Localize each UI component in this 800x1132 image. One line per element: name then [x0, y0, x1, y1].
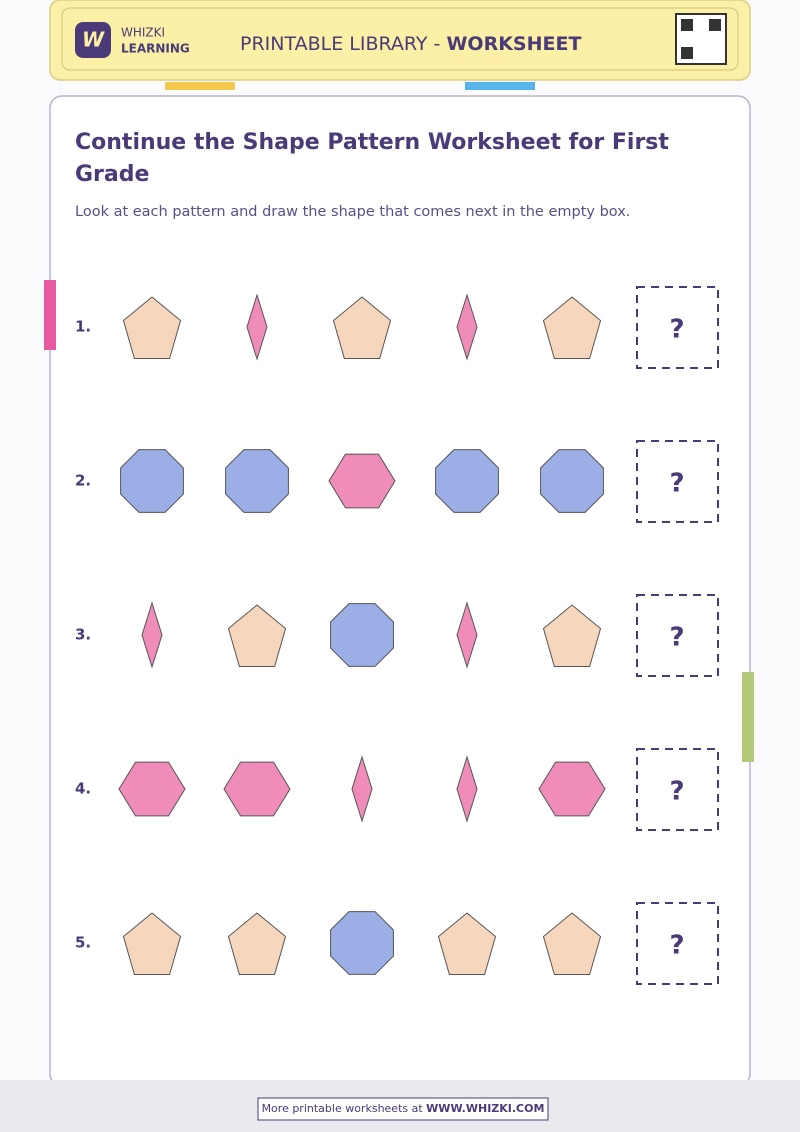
- diamond: [456, 755, 478, 823]
- footer: More printable worksheets at WWW.WHIZKI.…: [262, 1102, 545, 1115]
- octagon: [435, 449, 499, 513]
- brand-line2: LEARNING: [121, 42, 190, 56]
- answer-box[interactable]: [636, 594, 719, 677]
- title: Continue the Shape Pattern Worksheet for…: [75, 130, 669, 187]
- footer-link[interactable]: WWW.WHIZKI.COM: [426, 1102, 544, 1115]
- diamond: [456, 293, 478, 361]
- answer-mark: ?: [669, 623, 684, 653]
- answer-box[interactable]: [636, 902, 719, 985]
- row-number: 1.: [75, 318, 91, 336]
- logo-mark: W: [82, 28, 105, 52]
- answer-box[interactable]: [636, 286, 719, 369]
- pentagon: [227, 912, 287, 976]
- octagon: [540, 449, 604, 513]
- title-line: Grade: [75, 162, 149, 187]
- answer-mark: ?: [669, 931, 684, 961]
- hexagon: [118, 761, 186, 817]
- answer-box[interactable]: [636, 440, 719, 523]
- diamond: [351, 755, 373, 823]
- brand-line1: WHIZKI: [121, 26, 165, 40]
- row-number: 5.: [75, 934, 91, 952]
- pentagon: [332, 296, 392, 360]
- header-band: [49, 0, 751, 81]
- row-number: 3.: [75, 626, 91, 644]
- octagon: [120, 449, 184, 513]
- answer-mark: ?: [669, 315, 684, 345]
- logo: [75, 22, 111, 58]
- answer-box[interactable]: [636, 748, 719, 831]
- pentagon: [437, 912, 497, 976]
- title-line: Continue the Shape Pattern Worksheet for…: [75, 130, 669, 155]
- footer-box: [257, 1097, 549, 1121]
- pentagon: [542, 604, 602, 668]
- pentagon: [227, 604, 287, 668]
- octagon: [330, 911, 394, 975]
- pentagon: [542, 296, 602, 360]
- stripes: [165, 82, 535, 90]
- pentagon: [542, 912, 602, 976]
- library-title: PRINTABLE LIBRARY - WORKSHEET: [240, 33, 581, 55]
- library-bold: WORKSHEET: [446, 33, 581, 55]
- row-number: 4.: [75, 780, 91, 798]
- diamond: [246, 293, 268, 361]
- answer-mark: ?: [669, 777, 684, 807]
- pentagon: [122, 296, 182, 360]
- octagon: [225, 449, 289, 513]
- octagon: [330, 603, 394, 667]
- instructions: Look at each pattern and draw the shape …: [75, 204, 630, 220]
- diamond: [141, 601, 163, 669]
- side-stripe: [44, 280, 56, 350]
- row-number: 2.: [75, 472, 91, 490]
- answer-mark: ?: [669, 469, 684, 499]
- footer-text: More printable worksheets at: [262, 1102, 427, 1115]
- side-stripe: [742, 672, 754, 762]
- hexagon: [328, 453, 396, 509]
- hexagon: [538, 761, 606, 817]
- pentagon: [122, 912, 182, 976]
- library-text: PRINTABLE LIBRARY -: [240, 33, 446, 55]
- diamond: [456, 601, 478, 669]
- hexagon: [223, 761, 291, 817]
- header-inner: [61, 7, 739, 71]
